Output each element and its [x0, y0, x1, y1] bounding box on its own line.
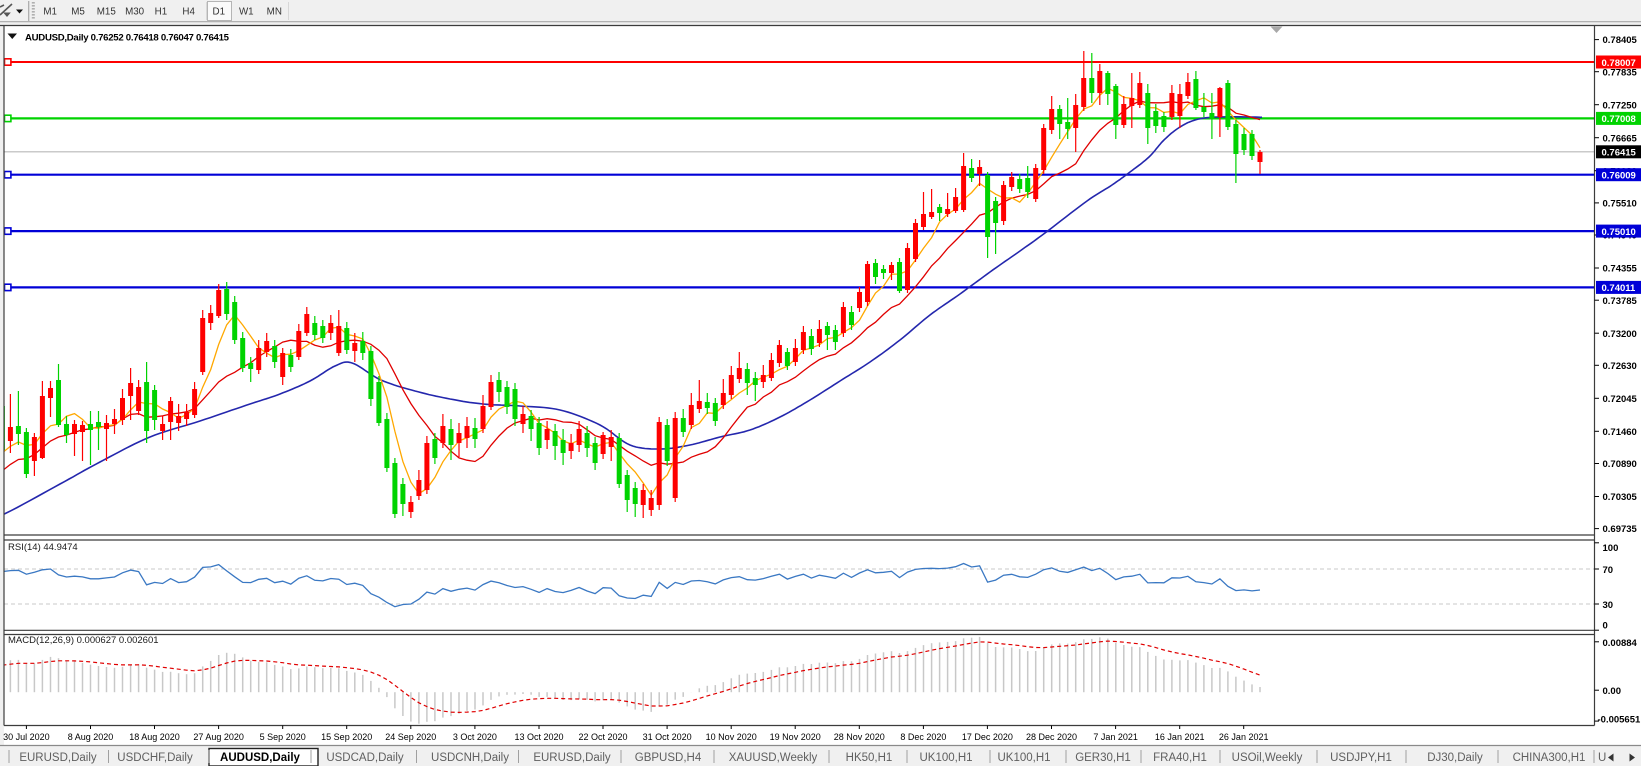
svg-text:13 Oct 2020: 13 Oct 2020: [514, 732, 563, 742]
svg-text:0.77250: 0.77250: [1603, 100, 1637, 111]
svg-text:0.74355: 0.74355: [1603, 264, 1638, 275]
svg-text:M5: M5: [71, 7, 85, 18]
svg-text:M30: M30: [125, 7, 145, 18]
svg-text:DJ30,Daily: DJ30,Daily: [1427, 752, 1483, 764]
svg-text:USDCNH,Daily: USDCNH,Daily: [431, 752, 509, 764]
svg-text:100: 100: [1603, 543, 1619, 554]
svg-text:GER30,H1: GER30,H1: [1075, 752, 1131, 764]
svg-text:USOil,Weekly: USOil,Weekly: [1232, 752, 1303, 764]
svg-text:0.70890: 0.70890: [1603, 459, 1637, 470]
svg-text:HK50,H1: HK50,H1: [846, 752, 893, 764]
svg-text:0.72045: 0.72045: [1603, 394, 1638, 405]
svg-text:EURUSD,Daily: EURUSD,Daily: [533, 752, 611, 764]
svg-text:10 Nov 2020: 10 Nov 2020: [706, 732, 757, 742]
svg-text:MN: MN: [267, 7, 282, 18]
svg-text:H1: H1: [155, 7, 168, 18]
svg-text:8 Aug 2020: 8 Aug 2020: [68, 732, 114, 742]
svg-text:0.78007: 0.78007: [1602, 58, 1636, 69]
svg-text:M1: M1: [43, 7, 57, 18]
svg-text:USDCAD,Daily: USDCAD,Daily: [326, 752, 404, 764]
svg-text:FRA40,H1: FRA40,H1: [1153, 752, 1207, 764]
svg-text:0.77008: 0.77008: [1602, 114, 1636, 125]
svg-text:0.77835: 0.77835: [1603, 67, 1638, 78]
svg-text:D1: D1: [213, 7, 226, 18]
svg-text:22 Oct 2020: 22 Oct 2020: [578, 732, 627, 742]
svg-text:8 Dec 2020: 8 Dec 2020: [900, 732, 946, 742]
svg-text:19 Nov 2020: 19 Nov 2020: [770, 732, 821, 742]
svg-text:0.78405: 0.78405: [1603, 35, 1638, 46]
svg-text:0.75510: 0.75510: [1603, 199, 1637, 210]
svg-text:CHINA300,H1: CHINA300,H1: [1513, 752, 1586, 764]
svg-text:0.76415: 0.76415: [1602, 148, 1637, 159]
svg-text:27 Aug 2020: 27 Aug 2020: [193, 732, 244, 742]
svg-text:0.75010: 0.75010: [1602, 227, 1636, 238]
svg-text:XAUUSD,Weekly: XAUUSD,Weekly: [729, 752, 818, 764]
svg-text:28 Dec 2020: 28 Dec 2020: [1026, 732, 1077, 742]
svg-text:18 Aug 2020: 18 Aug 2020: [129, 732, 180, 742]
svg-text:30 Jul 2020: 30 Jul 2020: [3, 732, 50, 742]
svg-text:0.71460: 0.71460: [1603, 427, 1637, 438]
svg-text:0.73785: 0.73785: [1603, 296, 1638, 307]
svg-text:30: 30: [1603, 600, 1614, 611]
svg-text:0.00884: 0.00884: [1603, 638, 1638, 649]
svg-text:MACD(12,26,9) 0.000627 0.00260: MACD(12,26,9) 0.000627 0.002601: [8, 635, 159, 646]
svg-text:5 Sep 2020: 5 Sep 2020: [260, 732, 306, 742]
svg-text:3 Oct 2020: 3 Oct 2020: [453, 732, 497, 742]
svg-text:0.76009: 0.76009: [1602, 171, 1636, 182]
svg-text:UK100,H1: UK100,H1: [997, 752, 1050, 764]
svg-text:28 Nov 2020: 28 Nov 2020: [834, 732, 885, 742]
svg-text:USDCHF,Daily: USDCHF,Daily: [117, 752, 193, 764]
svg-text:0.74011: 0.74011: [1602, 283, 1637, 294]
svg-text:70: 70: [1603, 565, 1614, 576]
svg-text:RSI(14) 44.9474: RSI(14) 44.9474: [8, 542, 78, 553]
svg-text:U: U: [1598, 752, 1606, 764]
svg-text:EURUSD,Daily: EURUSD,Daily: [19, 752, 97, 764]
svg-text:16 Jan 2021: 16 Jan 2021: [1155, 732, 1205, 742]
svg-text:UK100,H1: UK100,H1: [919, 752, 972, 764]
svg-text:GBPUSD,H4: GBPUSD,H4: [635, 752, 702, 764]
svg-text:AUDUSD,Daily 0.76252 0.76418: AUDUSD,Daily 0.76252 0.76418 0.76047 0.7…: [25, 33, 230, 44]
svg-text:31 Oct 2020: 31 Oct 2020: [643, 732, 692, 742]
svg-text:17 Dec 2020: 17 Dec 2020: [962, 732, 1013, 742]
svg-text:0.00: 0.00: [1603, 686, 1622, 697]
svg-text:H4: H4: [182, 7, 195, 18]
svg-text:AUDUSD,Daily: AUDUSD,Daily: [220, 752, 300, 764]
svg-text:0.76665: 0.76665: [1603, 133, 1638, 144]
svg-text:-0.005651: -0.005651: [1598, 715, 1641, 726]
svg-text:7 Jan 2021: 7 Jan 2021: [1093, 732, 1138, 742]
svg-text:USDJPY,H1: USDJPY,H1: [1330, 752, 1392, 764]
svg-text:0.73200: 0.73200: [1603, 329, 1637, 340]
svg-text:0.72630: 0.72630: [1603, 361, 1637, 372]
svg-text:24 Sep 2020: 24 Sep 2020: [385, 732, 436, 742]
svg-text:0: 0: [1603, 620, 1608, 631]
svg-text:0.69735: 0.69735: [1603, 524, 1638, 535]
svg-text:15 Sep 2020: 15 Sep 2020: [321, 732, 372, 742]
svg-text:26 Jan 2021: 26 Jan 2021: [1219, 732, 1269, 742]
svg-text:W1: W1: [239, 7, 254, 18]
svg-text:0.70305: 0.70305: [1603, 492, 1638, 503]
svg-text:M15: M15: [97, 7, 117, 18]
